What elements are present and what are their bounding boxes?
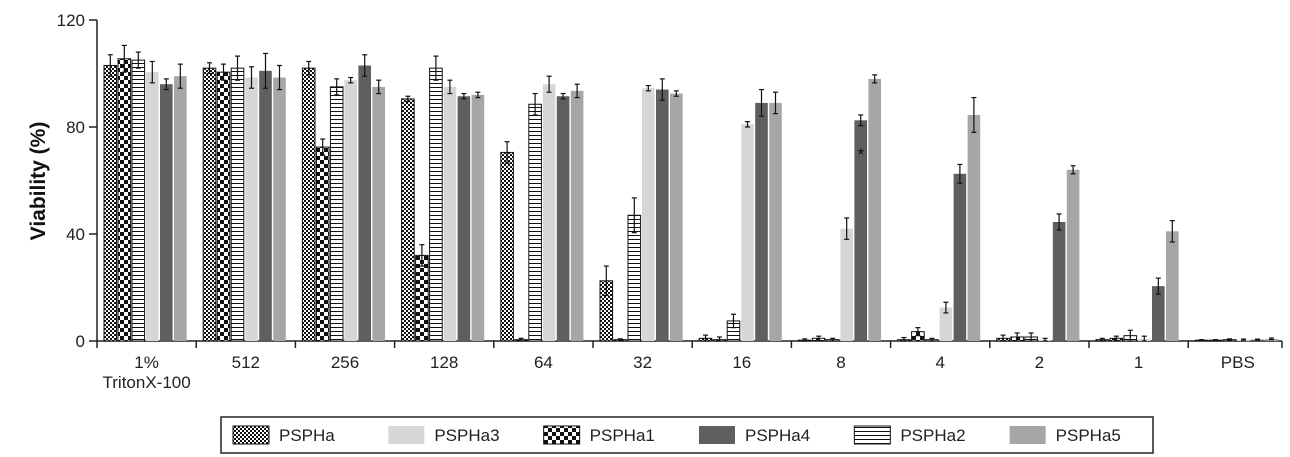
legend-label-pspha1: PSPHa1 bbox=[590, 426, 655, 445]
bar-pspha5 bbox=[273, 77, 286, 341]
x-tick-label: PBS bbox=[1221, 353, 1255, 372]
bar-pspha5 bbox=[570, 90, 584, 341]
bar-pspha3 bbox=[344, 80, 357, 341]
legend-label-pspha2: PSPHa2 bbox=[900, 426, 965, 445]
bar-pspha3 bbox=[245, 77, 258, 341]
x-tick-label: 16 bbox=[732, 353, 751, 372]
bar-pspha5 bbox=[1166, 231, 1179, 341]
bar-pspha bbox=[103, 64, 118, 342]
x-tick-label: 1 bbox=[1134, 353, 1143, 372]
bar-pspha5 bbox=[174, 76, 187, 342]
legend-swatch-pspha2 bbox=[853, 425, 891, 445]
bar-pspha2 bbox=[329, 86, 344, 342]
x-tick-label: 8 bbox=[836, 353, 845, 372]
x-tick-label: 2 bbox=[1035, 353, 1044, 372]
bar-pspha4 bbox=[1052, 221, 1066, 341]
bar-pspha4 bbox=[457, 96, 471, 341]
legend-box bbox=[220, 416, 1154, 454]
legend-label-pspha4: PSPHa4 bbox=[745, 426, 810, 445]
bar-pspha4 bbox=[755, 102, 768, 341]
bar-pspha1 bbox=[216, 71, 231, 342]
legend-swatch-pspha bbox=[232, 425, 270, 445]
y-tick-label: 80 bbox=[66, 118, 85, 137]
x-tick-label: 64 bbox=[534, 353, 553, 372]
bar-pspha4 bbox=[854, 120, 867, 341]
legend-swatch-pspha5 bbox=[1009, 426, 1046, 444]
bar-pspha3 bbox=[642, 88, 655, 342]
plot-area: 0 40 80 120 1%TritonX-100 512 256 128 64 32 16 8 4 2 1… bbox=[57, 11, 1283, 392]
bar-pspha5 bbox=[967, 114, 981, 342]
bar-pspha3 bbox=[840, 228, 853, 341]
bar-pspha4 bbox=[656, 89, 669, 341]
bar-pspha5 bbox=[868, 78, 881, 341]
bar-pspha4 bbox=[953, 173, 967, 341]
legend-label-pspha3: PSPHa3 bbox=[434, 426, 499, 445]
legend-swatch-pspha3 bbox=[388, 426, 425, 444]
legend-label-pspha5: PSPHa5 bbox=[1056, 426, 1121, 445]
bar-pspha2 bbox=[627, 214, 642, 342]
bar-pspha1 bbox=[315, 146, 330, 342]
bar-pspha4 bbox=[358, 65, 371, 341]
legend: PSPHa PSPHa3 PSPHa1 PSPHa4 PSPHa2 PSPHa5 bbox=[220, 416, 1154, 454]
bar-pspha4 bbox=[259, 70, 272, 341]
bar-pspha bbox=[301, 67, 316, 342]
bar-pspha4 bbox=[160, 84, 173, 341]
x-tick-label: TritonX-100 bbox=[103, 373, 191, 392]
x-tick-label: 256 bbox=[331, 353, 359, 372]
x-tick-label: 1% bbox=[134, 353, 159, 372]
bar-pspha2 bbox=[131, 59, 146, 342]
y-tick-label: 0 bbox=[76, 332, 85, 351]
bar-pspha bbox=[500, 151, 514, 342]
bar-pspha5 bbox=[1066, 169, 1080, 341]
bar-pspha3 bbox=[542, 84, 556, 341]
x-tick-label: 128 bbox=[430, 353, 458, 372]
bar-pspha2 bbox=[230, 67, 245, 342]
bar-pspha4 bbox=[556, 96, 570, 341]
bar-pspha5 bbox=[372, 86, 385, 341]
bar-pspha2 bbox=[528, 103, 542, 342]
y-axis-title: Viability (%) bbox=[27, 122, 50, 241]
bar-pspha3 bbox=[939, 307, 953, 341]
x-tick-label: 4 bbox=[935, 353, 944, 372]
legend-label-pspha: PSPHa bbox=[279, 426, 335, 445]
bar-pspha3 bbox=[146, 72, 159, 341]
bar-pspha3 bbox=[443, 86, 457, 341]
y-tick-label: 40 bbox=[66, 225, 85, 244]
bar-pspha5 bbox=[471, 94, 485, 342]
x-tick-label: 512 bbox=[232, 353, 260, 372]
bar-pspha1 bbox=[415, 254, 429, 342]
bar-pspha1 bbox=[117, 58, 132, 342]
legend-swatch-pspha1 bbox=[543, 425, 581, 445]
bar-pspha5 bbox=[670, 93, 683, 341]
bar-pspha3 bbox=[741, 124, 754, 341]
bar-pspha4 bbox=[1152, 286, 1165, 341]
bar-pspha bbox=[401, 98, 415, 342]
bar-pspha2 bbox=[429, 67, 443, 342]
bar-pspha bbox=[202, 67, 217, 342]
significance-annotation: * bbox=[857, 145, 864, 165]
x-tick-label: 32 bbox=[633, 353, 652, 372]
legend-swatch-pspha4 bbox=[699, 426, 735, 444]
bar-pspha5 bbox=[769, 102, 782, 341]
y-tick-label: 120 bbox=[57, 11, 85, 30]
